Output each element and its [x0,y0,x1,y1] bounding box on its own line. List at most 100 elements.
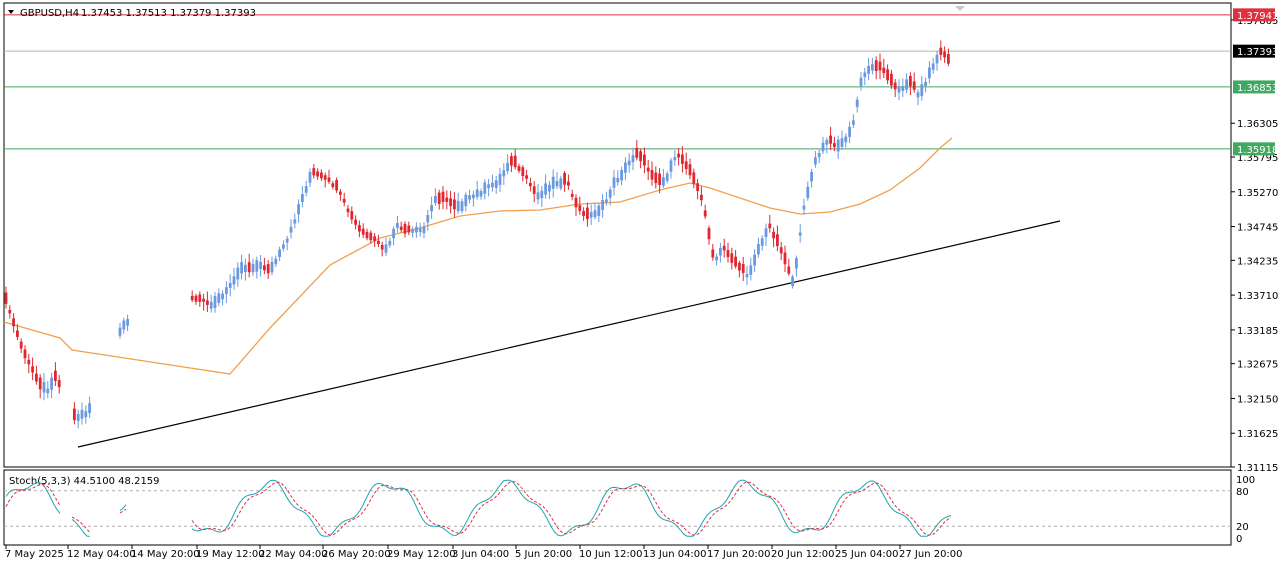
candle-body [844,136,848,143]
candle-body [867,65,870,74]
candle-body [912,81,916,90]
candle-body [627,160,631,166]
candle-body [232,276,236,285]
dropdown-arrow-icon[interactable] [8,10,14,14]
stoch-main-line [5,481,61,514]
stoch-signal-line [5,483,61,507]
candle-body [236,267,240,280]
candle-body [339,191,342,195]
time-axis-label: 29 May 12:00 [387,549,456,560]
candle-body [814,157,817,165]
candle-body [449,198,452,207]
time-axis-label: 17 Jun 20:00 [707,549,771,560]
candle-body [331,183,335,187]
shift-marker-icon [955,6,965,11]
candle-body [422,226,426,234]
stoch-axis-label: 80 [1236,487,1249,498]
candle-body [559,178,563,189]
candle-body [342,198,346,203]
candle-body [327,177,331,182]
price-tag-current-bg [1233,44,1275,58]
candle-body [802,205,806,210]
candle-body [335,180,338,191]
stoch-axis-label: 100 [1236,475,1255,486]
candle-body [445,197,449,202]
candle-body [320,172,323,179]
candle-body [920,84,924,97]
candle-body [456,201,460,212]
candle-body [472,194,475,199]
candle-body [384,244,388,253]
candle-body [882,67,886,74]
candle-body [601,200,604,211]
candle-body [586,207,589,220]
price-tag-green-lower-bg [1233,142,1275,156]
candle-body [658,173,661,185]
candle-body [80,409,84,419]
candle-body [840,138,844,147]
candle-body [190,295,194,301]
candle-body [764,228,768,238]
candle-body [734,256,737,267]
candle-body [673,157,677,161]
time-axis-label: 13 Jun 04:00 [643,549,707,560]
candle-body [893,82,897,90]
candle-body [464,194,468,207]
price-axis-label: 1.33185 [1237,326,1278,337]
candle-body [776,234,779,247]
candle-body [483,182,487,194]
main-pane-frame [3,2,1232,468]
candle-body [407,225,411,233]
candle-body [369,232,373,241]
time-axis-label: 26 May 20:00 [322,549,391,560]
candle-body [597,205,601,216]
candle-body [475,189,479,197]
candle-body [316,171,319,177]
candle-body [696,183,699,191]
stoch-header: Stoch(5,3,3) 44.5100 48.2159 [9,476,160,487]
candle-body [285,238,289,243]
time-axis-label: 12 May 04:00 [67,549,136,560]
price-axis-label: 1.31625 [1237,429,1278,440]
candle-body [415,226,418,233]
chart-header-symbol: GBPUSD,H4 [20,8,79,19]
candle-body [217,293,221,303]
candle-body [282,244,285,249]
candle-body [263,265,266,271]
candle-body [730,253,734,263]
candle-body [346,208,350,213]
candle-body [513,155,517,168]
time-axis-label: 3 Jun 04:00 [452,549,509,560]
candle-body [388,240,392,246]
candle-body [244,264,247,273]
candle-body [833,143,836,148]
candle-body [829,135,832,144]
price-tag-green-lower: 1.35918 [1237,145,1278,156]
candle-body [787,266,791,274]
candle-body [308,171,312,183]
candle-body [42,382,46,393]
candle-body [715,256,718,261]
candle-body [947,54,950,64]
support-trendline[interactable] [77,220,1061,448]
candle-body [437,192,441,205]
candle-body [563,172,566,185]
candle-body [616,178,620,183]
price-axis-label: 1.36305 [1237,119,1278,130]
candle-body [228,283,232,288]
candle-body [707,228,711,240]
candle-body [760,238,764,246]
time-axis-label: 19 May 12:00 [196,549,265,560]
candle-body [871,64,874,71]
candle-body [297,204,300,215]
stoch-main-line [71,519,91,537]
time-axis-label: 25 Jun 04:00 [835,549,899,560]
candle-body [665,173,669,181]
time-axis-label: 10 Jun 12:00 [579,549,643,560]
candle-body [430,205,433,212]
candle-body [631,155,635,163]
candle-body [753,254,756,266]
price-axis-label: 1.34745 [1237,223,1278,234]
